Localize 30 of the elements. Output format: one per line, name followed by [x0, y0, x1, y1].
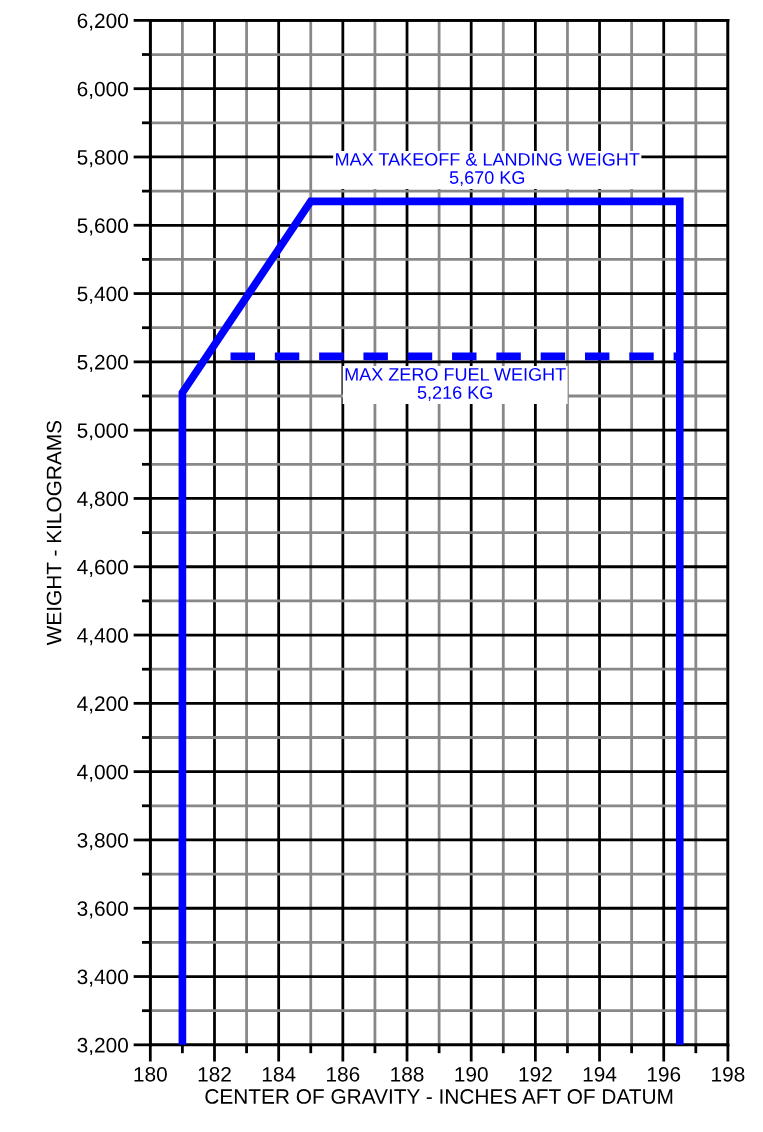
x-tick-label: 184 — [262, 1066, 296, 1082]
x-tick-label: 196 — [647, 1066, 681, 1082]
y-tick-label: 3,400 — [77, 969, 128, 987]
x-tick-label: 182 — [198, 1066, 231, 1082]
y-tick-label: 5,600 — [77, 218, 128, 236]
annotation: MAX TAKEOFF & LANDING WEIGHT 5,670 KG — [336, 152, 640, 187]
x-tick-label: 194 — [583, 1066, 617, 1082]
y-tick-label: 4,000 — [77, 764, 128, 782]
x-tick-label: 190 — [455, 1066, 488, 1082]
y-tick-label: 5,800 — [77, 149, 128, 168]
y-tick-label: 3,600 — [77, 901, 128, 919]
y-tick-label: 4,200 — [77, 696, 128, 714]
y-tick-label: 6,000 — [77, 81, 128, 99]
y-tick-label: 6,200 — [77, 13, 128, 31]
y-tick-label: 5,400 — [77, 286, 128, 304]
y-tick-label: 4,400 — [77, 628, 128, 646]
x-tick-label: 192 — [519, 1066, 552, 1082]
y-tick-label: 5,000 — [77, 423, 128, 441]
y-tick-label: 5,200 — [77, 354, 128, 373]
y-tick-label: 4,800 — [77, 491, 128, 509]
x-tick-label: 198 — [712, 1066, 745, 1082]
x-tick-label: 186 — [327, 1066, 360, 1082]
y-axis-title: WEIGHT - KILOGRAMS — [46, 420, 62, 646]
x-axis-title: CENTER OF GRAVITY - INCHES AFT OF DATUM — [205, 1089, 673, 1104]
annotation: MAX ZERO FUEL WEIGHT 5,216 KG — [345, 367, 566, 402]
y-tick-label: 3,800 — [77, 832, 128, 851]
x-tick-label: 180 — [134, 1066, 167, 1082]
y-tick-label: 3,200 — [77, 1037, 128, 1056]
y-tick-label: 4,600 — [77, 559, 128, 577]
x-tick-label: 188 — [391, 1066, 424, 1082]
